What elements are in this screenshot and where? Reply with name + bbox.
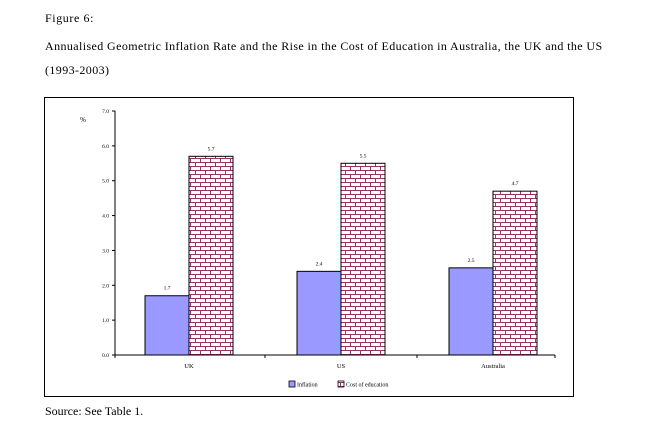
figure-title: Annualised Geometric Inflation Rate and … [45,39,603,77]
y-axis-label: % [80,116,86,124]
data-label: 5.5 [360,153,367,159]
x-tick-label: Australia [481,363,505,370]
legend-swatch-inflation [288,380,296,388]
data-label: 1.7 [164,286,171,292]
data-label: 4.7 [512,181,519,187]
data-label: 2.4 [316,261,323,267]
legend-label-inflation: Inflation [297,382,318,389]
y-tick-label: 3.0 [102,248,109,254]
y-tick-label: 7.0 [102,109,109,115]
bar-cost-of-education-uk [188,155,234,356]
legend-label-cost-of-education: Cost of education [346,382,388,389]
data-labels: 1.7 5.7 2.4 5.5 2.5 4.7 [164,146,519,291]
bar-cost-of-education-australia [492,190,538,356]
y-tick-label: 5.0 [102,179,109,185]
y-tick-label: 1.0 [102,318,109,324]
figure-label: Figure 6: [45,11,95,25]
bar-inflation-uk [144,295,190,356]
legend: Inflation Cost of education [288,380,388,389]
y-tick-label: 4.0 [102,214,109,220]
legend-swatch-cost-of-education [337,380,345,388]
source-note: Source: See Table 1. [45,404,144,418]
bar-inflation-us [296,270,342,356]
bars [144,155,538,356]
y-tick-label: 2.0 [102,283,109,289]
bar-inflation-australia [448,267,494,356]
y-tick-label: 6.0 [102,144,109,150]
bar-chart: 0.0 1.0 2.0 3.0 4.0 5.0 6.0 7.0% UK US Australia 1… [80,109,556,389]
data-label: 2.5 [468,258,475,264]
chart-frame: 0.0 1.0 2.0 3.0 4.0 5.0 6.0 7.0% UK US Australia 1… [44,97,574,397]
data-label: 5.7 [208,146,215,152]
y-tick-label: 0.0 [102,353,109,359]
bar-cost-of-education-us [340,162,386,356]
x-tick-label: UK [184,363,194,370]
x-tick-label: US [337,363,346,370]
